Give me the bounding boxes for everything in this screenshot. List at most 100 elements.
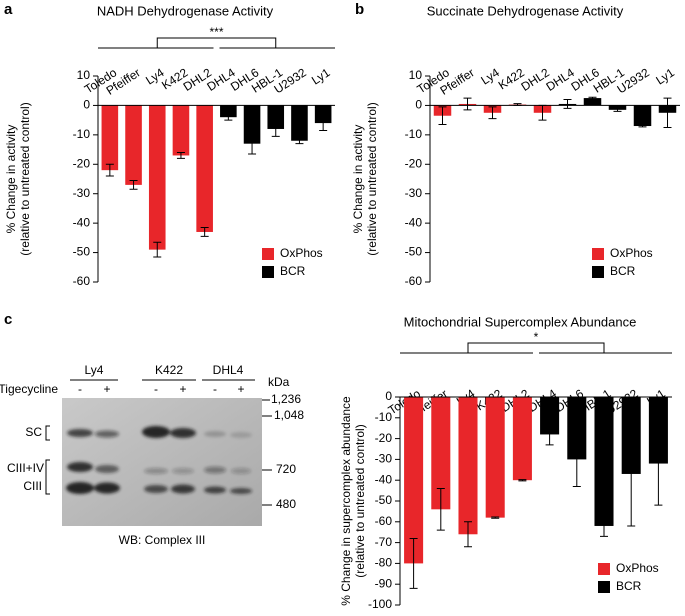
legend-label: OxPhos	[610, 246, 653, 260]
bar	[567, 397, 587, 460]
y-tick-label: -20	[405, 156, 423, 170]
significance-bracket	[400, 342, 672, 354]
error-bar	[545, 423, 554, 446]
y-tick-label: -90	[375, 576, 393, 590]
lane-label: -	[154, 382, 158, 396]
y-tick-label: -30	[73, 186, 91, 200]
significance-label: ***	[209, 25, 223, 39]
error-bar	[572, 431, 581, 487]
error-bar	[488, 106, 497, 120]
bar	[458, 397, 478, 535]
bar	[291, 105, 308, 141]
marker-label: 1,048	[274, 408, 304, 422]
error-bar	[176, 152, 185, 159]
error-bar	[438, 106, 447, 126]
blot-decor	[45, 379, 272, 506]
error-bar	[491, 516, 500, 519]
error-bar	[654, 421, 663, 506]
error-bar	[518, 479, 527, 482]
bar	[583, 98, 602, 106]
error-bar	[588, 96, 597, 100]
marker-label: 480	[276, 497, 296, 511]
error-bar	[464, 521, 472, 548]
y-tick-label: -100	[368, 597, 392, 611]
lane-label: +	[237, 382, 244, 396]
error-bar	[463, 97, 472, 111]
unit-label: kDa	[268, 375, 290, 389]
bar	[125, 105, 142, 185]
legend-label: OxPhos	[616, 561, 659, 575]
y-tick-label: -10	[73, 127, 91, 141]
bar	[267, 105, 285, 129]
y-axis-label: % Change in activity	[351, 125, 365, 234]
legend-label: BCR	[280, 264, 306, 278]
bar	[512, 397, 532, 481]
y-tick-label: -50	[375, 493, 393, 507]
y-tick-label: -40	[375, 472, 393, 486]
error-bar	[105, 163, 114, 177]
error-bar	[129, 179, 138, 190]
error-bar	[627, 421, 636, 527]
marker-label: 720	[276, 462, 296, 476]
bar	[540, 397, 560, 435]
error-bar	[600, 515, 608, 537]
marker-label: 1,236	[271, 392, 301, 406]
bar	[243, 105, 261, 144]
error-bar	[153, 241, 162, 258]
y-axis-label: % Change in activity	[4, 125, 18, 234]
bar	[314, 105, 332, 124]
error-bar	[295, 137, 304, 145]
y-tick-label: 10	[77, 68, 91, 82]
band-label: CIII+IV	[7, 461, 44, 475]
panel-label: a	[4, 1, 13, 18]
y-tick-label: -40	[405, 215, 423, 229]
y-tick-label: 0	[83, 98, 90, 112]
band-label: SC	[25, 425, 42, 439]
y-tick-label: -50	[405, 245, 423, 259]
lane-label: -	[213, 382, 217, 396]
y-tick-label: -40	[73, 215, 91, 229]
treatment-label: Tigecycline	[0, 382, 58, 396]
bar	[608, 105, 627, 110]
x-tick-label: Ly1	[653, 65, 677, 87]
bar	[633, 105, 652, 127]
cell-line-label: Ly4	[85, 363, 104, 377]
cell-line-label: DHL4	[213, 363, 244, 377]
bar	[220, 105, 237, 118]
error-bar	[436, 488, 445, 531]
y-axis-label: (relative to untreated control)	[365, 102, 379, 255]
legend-swatch	[598, 581, 610, 593]
error-bar	[224, 113, 233, 121]
lane-label: -	[78, 382, 82, 396]
bar	[594, 397, 614, 526]
y-tick-label: -30	[375, 452, 393, 466]
legend-swatch	[598, 563, 610, 575]
error-bar	[248, 132, 257, 155]
y-tick-label: -60	[73, 274, 91, 288]
y-tick-label: 10	[409, 68, 423, 82]
legend-swatch	[262, 266, 274, 278]
blot-membrane	[62, 398, 262, 526]
y-axis-label: % Change in supercomplex abundance	[339, 396, 353, 606]
error-bar	[563, 99, 572, 109]
y-tick-label: -30	[405, 186, 423, 200]
chart-title: Mitochondrial Supercomplex Abundance	[404, 314, 637, 329]
y-tick-label: 0	[415, 98, 422, 112]
legend-label: OxPhos	[280, 246, 323, 260]
chart-title: Succinate Dehydrogenase Activity	[427, 3, 624, 18]
bar	[196, 105, 213, 232]
error-bar	[319, 115, 328, 131]
y-tick-label: -20	[375, 431, 393, 445]
legend-label: BCR	[610, 264, 636, 278]
significance-bracket	[98, 37, 335, 49]
error-bar	[200, 227, 209, 237]
y-tick-label: -50	[73, 245, 91, 259]
x-tick-label: Ly1	[309, 65, 333, 87]
legend-label: BCR	[616, 579, 642, 593]
lane-label: +	[179, 382, 186, 396]
cell-line-label: K422	[155, 363, 183, 377]
error-bar	[638, 124, 647, 128]
bar	[148, 105, 166, 250]
y-tick-label: -60	[375, 514, 393, 528]
